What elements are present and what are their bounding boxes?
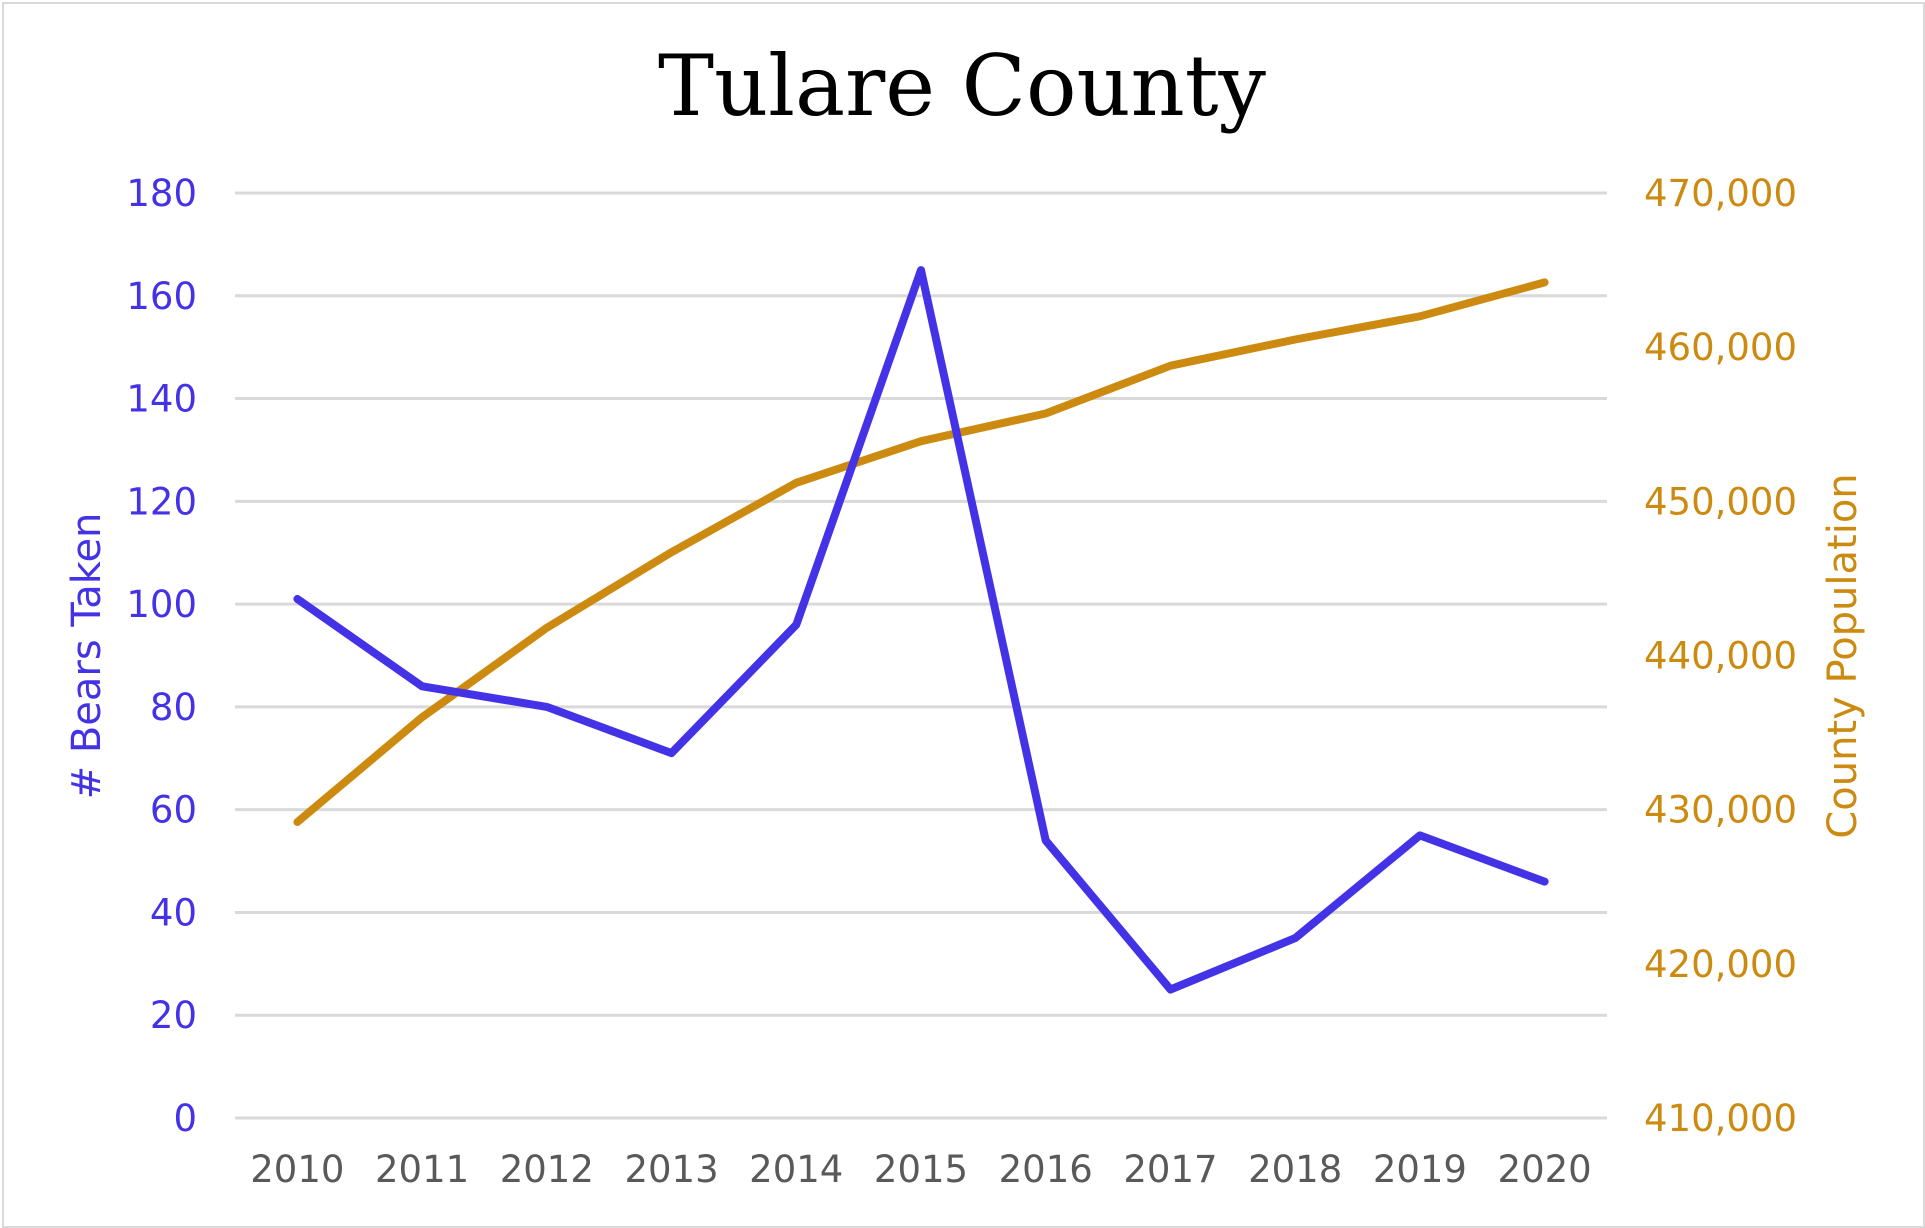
left-tick-label: 0 (173, 1097, 197, 1140)
bears-point (296, 598, 298, 600)
population-point (920, 440, 922, 442)
right-tick-label: 470,000 (1644, 172, 1797, 215)
left-tick-label: 40 (150, 891, 197, 934)
right-tick-label: 450,000 (1644, 480, 1797, 523)
left-tick-label: 140 (126, 378, 197, 421)
bears-point (421, 685, 423, 687)
x-tick-label: 2013 (624, 1148, 718, 1191)
x-tick-label: 2017 (1123, 1148, 1217, 1191)
bears-point (546, 706, 548, 708)
bears-point (920, 269, 922, 271)
population-point (1169, 365, 1171, 367)
population-point (546, 627, 548, 629)
population-point (1419, 315, 1421, 317)
right-tick-label: 420,000 (1644, 943, 1797, 986)
bears-point (1169, 989, 1171, 991)
x-tick-label: 2019 (1373, 1148, 1467, 1191)
bears-point (1419, 834, 1421, 836)
x-tick-label: 2014 (749, 1148, 843, 1191)
bears-point (795, 624, 797, 626)
bears-series-line (293, 266, 1549, 994)
population-point (1544, 281, 1546, 283)
left-axis-title: # Bears Taken (64, 513, 110, 800)
right-axis-ticks: 410,000 420,000 430,000 440,000 450,000 460,0… (1644, 172, 1797, 1140)
right-tick-label: 440,000 (1644, 635, 1797, 678)
bears-point (671, 752, 673, 754)
right-tick-label: 430,000 (1644, 789, 1797, 832)
chart-title: Tulare County (658, 37, 1266, 135)
x-tick-label: 2015 (874, 1148, 968, 1191)
left-tick-label: 80 (150, 686, 197, 729)
bears-point (1045, 840, 1047, 841)
left-tick-label: 180 (126, 172, 197, 215)
population-point (296, 821, 298, 823)
x-tick-label: 2018 (1248, 1148, 1342, 1191)
left-tick-label: 20 (150, 994, 197, 1037)
gridlines (235, 191, 1607, 1120)
left-tick-label: 100 (126, 583, 197, 626)
left-tick-label: 160 (126, 275, 197, 318)
population-point (1294, 338, 1296, 340)
x-tick-label: 2020 (1498, 1148, 1592, 1191)
population-point (795, 482, 797, 484)
series-lines (293, 266, 1549, 994)
right-axis-title: County Population (1820, 473, 1866, 838)
population-point (671, 551, 673, 553)
left-tick-label: 60 (150, 789, 197, 832)
x-tick-label: 2011 (375, 1148, 469, 1191)
population-series-line (293, 278, 1549, 826)
bears-point (1544, 881, 1546, 883)
left-axis-ticks: 0 20 40 60 80 100 120 140 160 180 (126, 172, 197, 1140)
population-point (421, 716, 423, 718)
x-tick-label: 2012 (500, 1148, 594, 1191)
population-point (1045, 412, 1047, 414)
left-tick-label: 120 (126, 480, 197, 523)
right-tick-label: 460,000 (1644, 326, 1797, 369)
x-tick-label: 2010 (250, 1148, 344, 1191)
x-axis-ticks: 2010 2011 2012 2013 2014 2015 2016 2017 2018 2019… (250, 1148, 1591, 1191)
x-tick-label: 2016 (999, 1148, 1093, 1191)
right-tick-label: 410,000 (1644, 1097, 1797, 1140)
bears-point (1294, 937, 1296, 939)
